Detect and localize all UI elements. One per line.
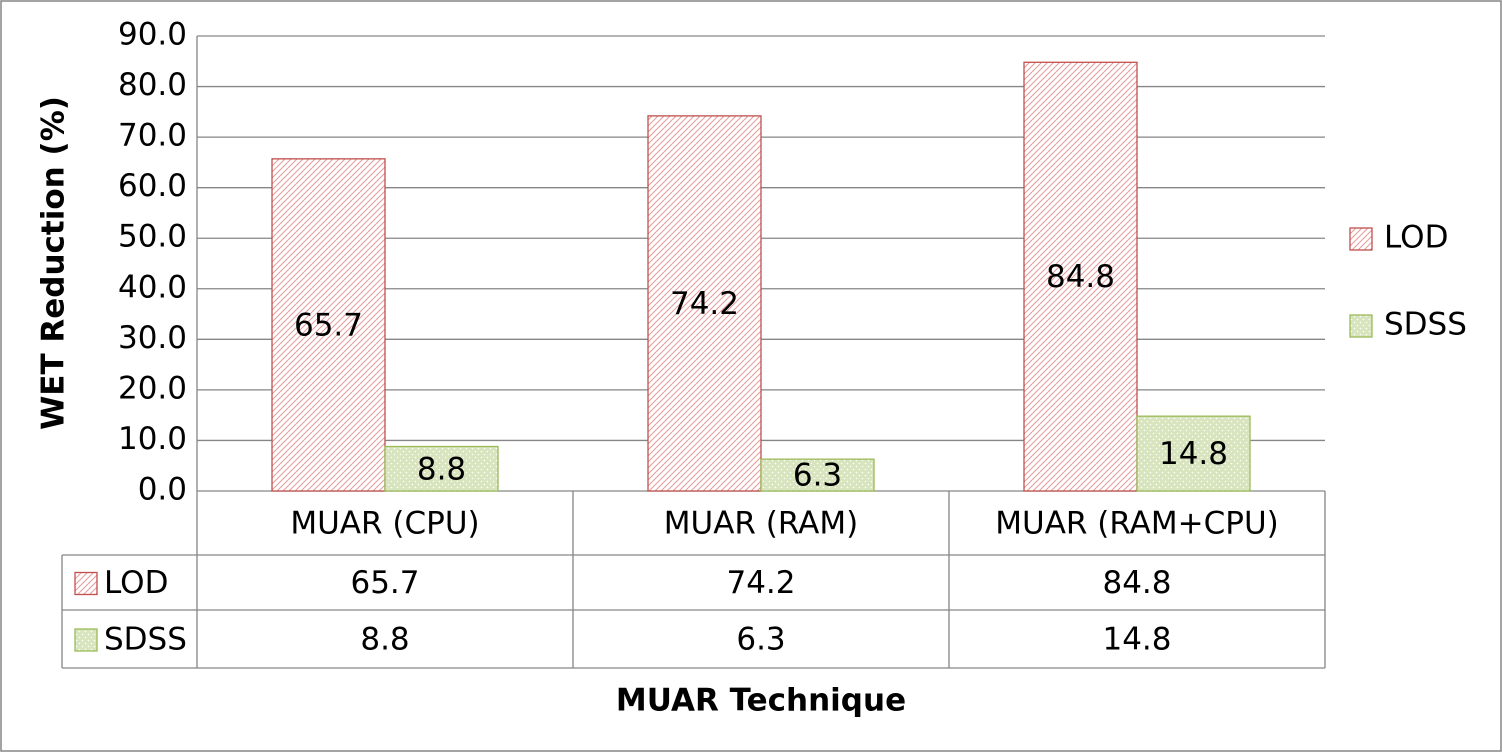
table-cell: 8.8	[360, 622, 409, 658]
y-tick-label: 10.0	[118, 421, 187, 457]
data-label: 6.3	[793, 458, 842, 494]
y-tick-label: 90.0	[118, 17, 187, 53]
data-label: 74.2	[670, 286, 739, 322]
y-tick-label: 80.0	[118, 67, 187, 103]
legend-label: LOD	[1384, 220, 1448, 256]
table-cell: 84.8	[1102, 565, 1171, 601]
legend-label: SDSS	[1384, 307, 1467, 343]
y-tick-label: 30.0	[118, 320, 187, 356]
bar	[1023, 61, 1138, 492]
x-tick-label: MUAR (CPU)	[290, 506, 479, 542]
table-series-name: LOD	[104, 565, 168, 601]
data-label: 84.8	[1046, 259, 1115, 295]
bar	[647, 115, 762, 492]
table-cell: 74.2	[726, 565, 795, 601]
table-legend-swatch	[74, 571, 98, 596]
data-label: 65.7	[294, 307, 363, 343]
x-tick-label: MUAR (RAM)	[664, 506, 858, 542]
y-axis-label: WET Reduction (%)	[36, 96, 72, 430]
table-series-name: SDSS	[104, 622, 187, 658]
table-legend-swatch	[74, 628, 98, 652]
data-label: 14.8	[1159, 436, 1228, 472]
bar	[271, 158, 386, 492]
x-axis-label: MUAR Technique	[616, 683, 906, 719]
bar	[760, 458, 875, 492]
table-cell: 6.3	[736, 622, 785, 658]
y-tick-label: 50.0	[118, 219, 187, 255]
bar	[384, 445, 499, 492]
y-tick-label: 0.0	[138, 472, 187, 508]
y-tick-label: 20.0	[118, 370, 187, 406]
table-cell: 65.7	[350, 565, 419, 601]
legend-swatch	[1349, 227, 1373, 251]
legend-swatch	[1349, 314, 1373, 338]
y-tick-label: 40.0	[118, 269, 187, 305]
x-tick-label: MUAR (RAM+CPU)	[995, 506, 1278, 542]
table-cell: 14.8	[1102, 622, 1171, 658]
data-label: 8.8	[417, 451, 466, 487]
bar	[1136, 415, 1251, 492]
y-tick-label: 60.0	[118, 168, 187, 204]
y-tick-label: 70.0	[118, 118, 187, 154]
